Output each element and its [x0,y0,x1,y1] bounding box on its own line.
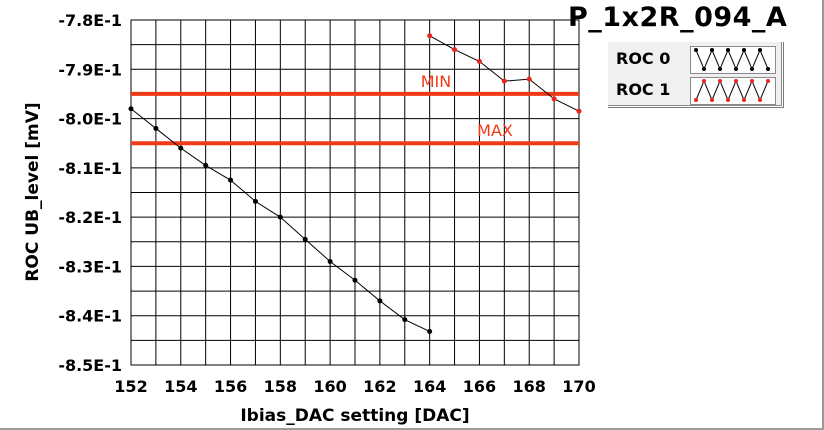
data-point-roc-0 [153,125,159,131]
data-point-roc-0 [352,277,358,283]
legend-label: ROC 1 [616,80,671,99]
data-point-roc-0 [302,236,308,242]
legend-label: ROC 0 [616,49,671,68]
x-tick-label: 152 [114,377,147,396]
x-tick-label: 158 [264,377,297,396]
y-tick-label: -8.2E-1 [58,208,122,227]
x-tick-label: 168 [513,377,546,396]
data-point-roc-0 [327,259,333,264]
y-tick-label: -7.8E-1 [58,11,122,30]
reference-label-max: MAX [477,121,513,140]
x-tick-label: 156 [214,377,247,396]
legend-markers [694,48,770,71]
legend-line [695,48,769,71]
legend-markers [694,79,770,102]
legend-line [695,79,769,102]
x-axis-label: Ibias_DAC setting [DAC] [240,406,469,426]
reference-label-min: MIN [421,72,452,91]
y-tick-label: -8.1E-1 [58,159,122,178]
legend-item-roc-0: ROC 0 [608,43,782,74]
data-point-roc-0 [178,145,184,151]
y-tick-label: -8.5E-1 [58,356,122,375]
chart-title: P_1x2R_094_A [568,2,788,33]
data-point-roc-0 [128,106,134,112]
y-tick-label: -8.4E-1 [58,307,122,326]
data-point-roc-1 [476,58,482,64]
data-point-roc-0 [203,162,209,168]
x-tick-label: 170 [562,377,595,396]
data-point-roc-0 [377,298,383,304]
data-point-roc-1 [576,108,582,114]
data-point-roc-0 [277,214,283,220]
x-tick-label: 160 [313,377,346,396]
x-tick-label: 162 [363,377,396,396]
data-point-roc-0 [427,328,433,334]
y-axis-label: ROC UB_level [mV] [23,102,43,281]
legend: ROC 0 ROC 1 [607,41,783,107]
data-point-roc-0 [228,177,234,183]
legend-swatch-roc-1 [690,77,776,105]
legend-item-roc-1: ROC 1 [608,74,782,105]
data-point-roc-1 [452,47,458,53]
y-tick-label: -7.9E-1 [58,60,122,79]
x-tick-label: 154 [164,377,197,396]
y-tick-label: -8.0E-1 [58,110,122,129]
x-tick-label: 166 [463,377,496,396]
data-point-roc-1 [551,96,557,102]
data-point-roc-0 [252,198,258,204]
y-tick-label: -8.3E-1 [58,257,122,276]
data-point-roc-1 [427,33,433,39]
x-tick-label: 164 [413,377,446,396]
legend-swatch-roc-0 [690,46,776,74]
data-point-roc-0 [402,317,408,323]
data-point-roc-1 [501,78,507,84]
data-point-roc-1 [526,76,532,82]
